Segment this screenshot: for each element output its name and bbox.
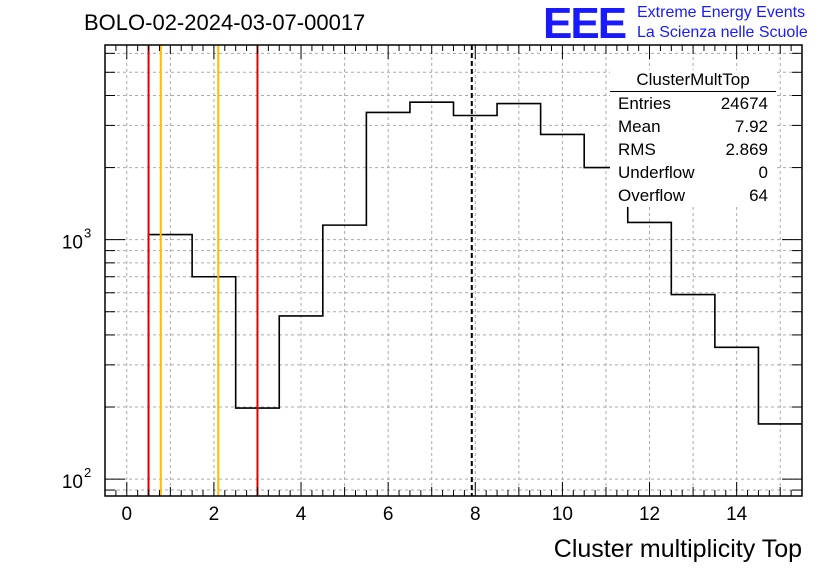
y-tick-exponent: 2 [84,465,91,480]
stats-value: 7.92 [734,117,768,136]
x-tick-label: 6 [383,504,394,525]
stats-value: 24674 [720,94,768,113]
stats-row-underflow: Underflow 0 [610,161,776,184]
stats-value: 0 [758,163,768,182]
x-tick-label: 4 [296,504,307,525]
x-tick-label: 14 [726,504,748,525]
stats-label: Underflow [618,163,695,182]
histogram-series [147,101,802,496]
y-tick-label: 10 [62,233,83,254]
stats-value: 2.869 [725,140,768,159]
x-tick-label: 10 [552,504,573,525]
x-axis-label: Cluster multiplicity Top [553,535,802,563]
stats-row-entries: Entries 24674 [610,92,776,115]
x-tick-label: 0 [121,504,132,525]
stats-row-rms: RMS 2.869 [610,138,776,161]
stats-label: Overflow [618,186,686,205]
logo-caption-line2: La Scienza nelle Scuole [637,24,808,41]
x-tick-label: 8 [470,504,481,525]
x-tick-label: 12 [639,504,660,525]
chart-title: BOLO-02-2024-03-07-00017 [84,10,366,35]
y-tick-label: 10 [62,472,83,493]
stats-row-mean: Mean 7.92 [610,115,776,138]
y-tick-exponent: 3 [84,226,91,241]
stats-label: Entries [618,94,671,113]
stats-label: RMS [618,140,656,159]
eee-logo: EEE [543,0,627,48]
stats-box: ClusterMultTop Entries 24674 Mean 7.92 R… [610,70,776,207]
stats-box-title: ClusterMultTop [610,70,776,92]
x-tick-label: 2 [209,504,220,525]
stats-row-overflow: Overflow 64 [610,184,776,207]
stats-value: 64 [749,186,768,205]
logo-caption-line1: Extreme Energy Events [637,4,806,21]
stats-label: Mean [618,117,661,136]
